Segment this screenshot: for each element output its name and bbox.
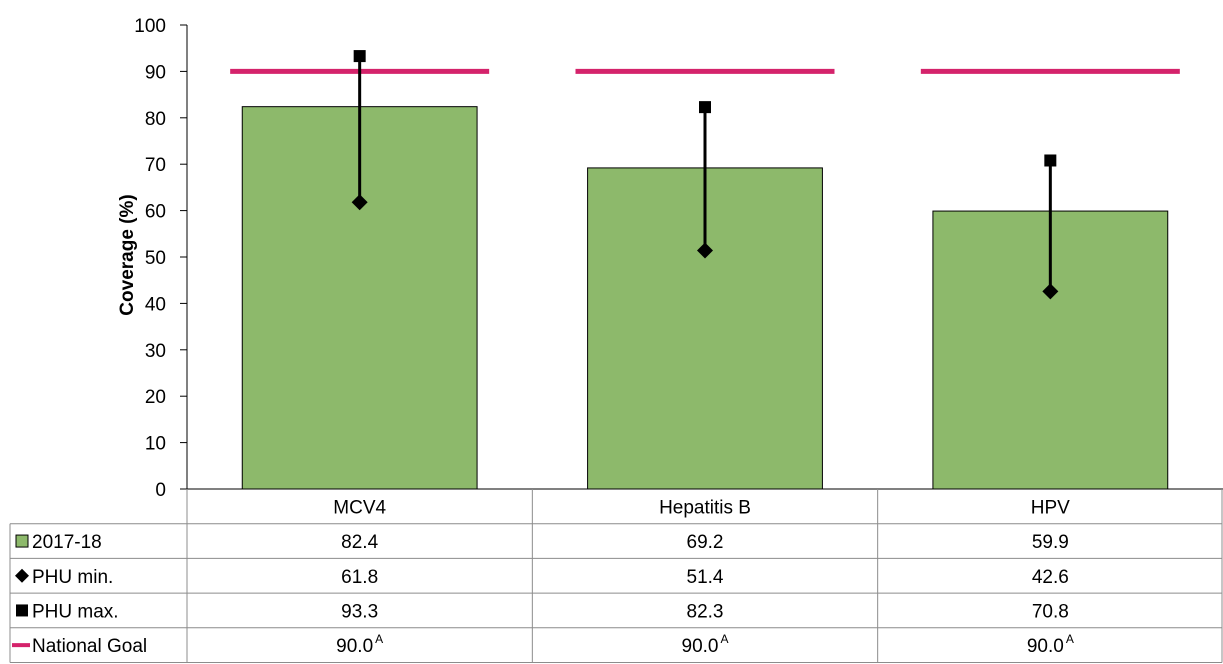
data-label: 51.4 [687, 567, 724, 588]
data-label: 93.3 [341, 601, 378, 622]
y-tick-label: 100 [134, 16, 166, 37]
y-tick-label: 50 [145, 248, 166, 269]
y-tick-label: 0 [155, 480, 166, 501]
legend-label: National Goal [32, 636, 147, 657]
legend-key-square [16, 604, 28, 617]
legend-key-diamond [15, 568, 29, 583]
data-label: 90.0 A [1027, 632, 1074, 657]
x-tick-label: MCV4 [333, 497, 386, 518]
max-marker-mcv4 [353, 50, 366, 63]
data-label: 82.4 [341, 532, 378, 553]
y-tick-label: 60 [145, 202, 166, 223]
y-tick-label: 80 [145, 109, 166, 130]
y-tick-label: 70 [145, 155, 166, 176]
min-marker-hepatitis-b [697, 242, 713, 259]
y-axis-ticks: 0 10 20 30 40 50 60 70 80 90 100 [134, 16, 187, 501]
max-marker-hepatitis-b [699, 101, 711, 114]
y-tick-label: 10 [145, 434, 166, 455]
legend-label: PHU min. [32, 567, 113, 588]
axes [186, 25, 1223, 490]
y-tick-label: 30 [145, 341, 166, 362]
y-axis-title: Coverage (%) [117, 194, 138, 315]
min-marker-hpv [1042, 283, 1059, 300]
data-label: 82.3 [687, 601, 724, 622]
data-label: 59.9 [1032, 532, 1069, 553]
y-tick-label: 40 [145, 294, 166, 315]
legend-key-bar [15, 534, 29, 548]
max-marker-hpv [1044, 154, 1057, 167]
data-label: 42.6 [1032, 567, 1069, 588]
data-table: MCV4 Hepatitis B HPV 2017-18 82.4 69.2 59.9 PHU… [9, 489, 1223, 663]
data-label: 70.8 [1032, 601, 1069, 622]
y-tick-label: 90 [145, 62, 166, 83]
data-label: 90.0 A [682, 632, 729, 657]
legend-label: PHU max. [32, 601, 119, 622]
x-tick-label: Hepatitis B [659, 497, 751, 518]
data-label: 90.0 A [336, 632, 383, 657]
data-label: 69.2 [687, 532, 724, 553]
y-tick-label: 20 [145, 387, 166, 408]
x-tick-label: HPV [1031, 497, 1070, 518]
data-label: 61.8 [341, 567, 378, 588]
min-marker-mcv4 [351, 194, 368, 211]
legend-label: 2017-18 [32, 532, 102, 553]
phu-range-series [351, 50, 1059, 300]
